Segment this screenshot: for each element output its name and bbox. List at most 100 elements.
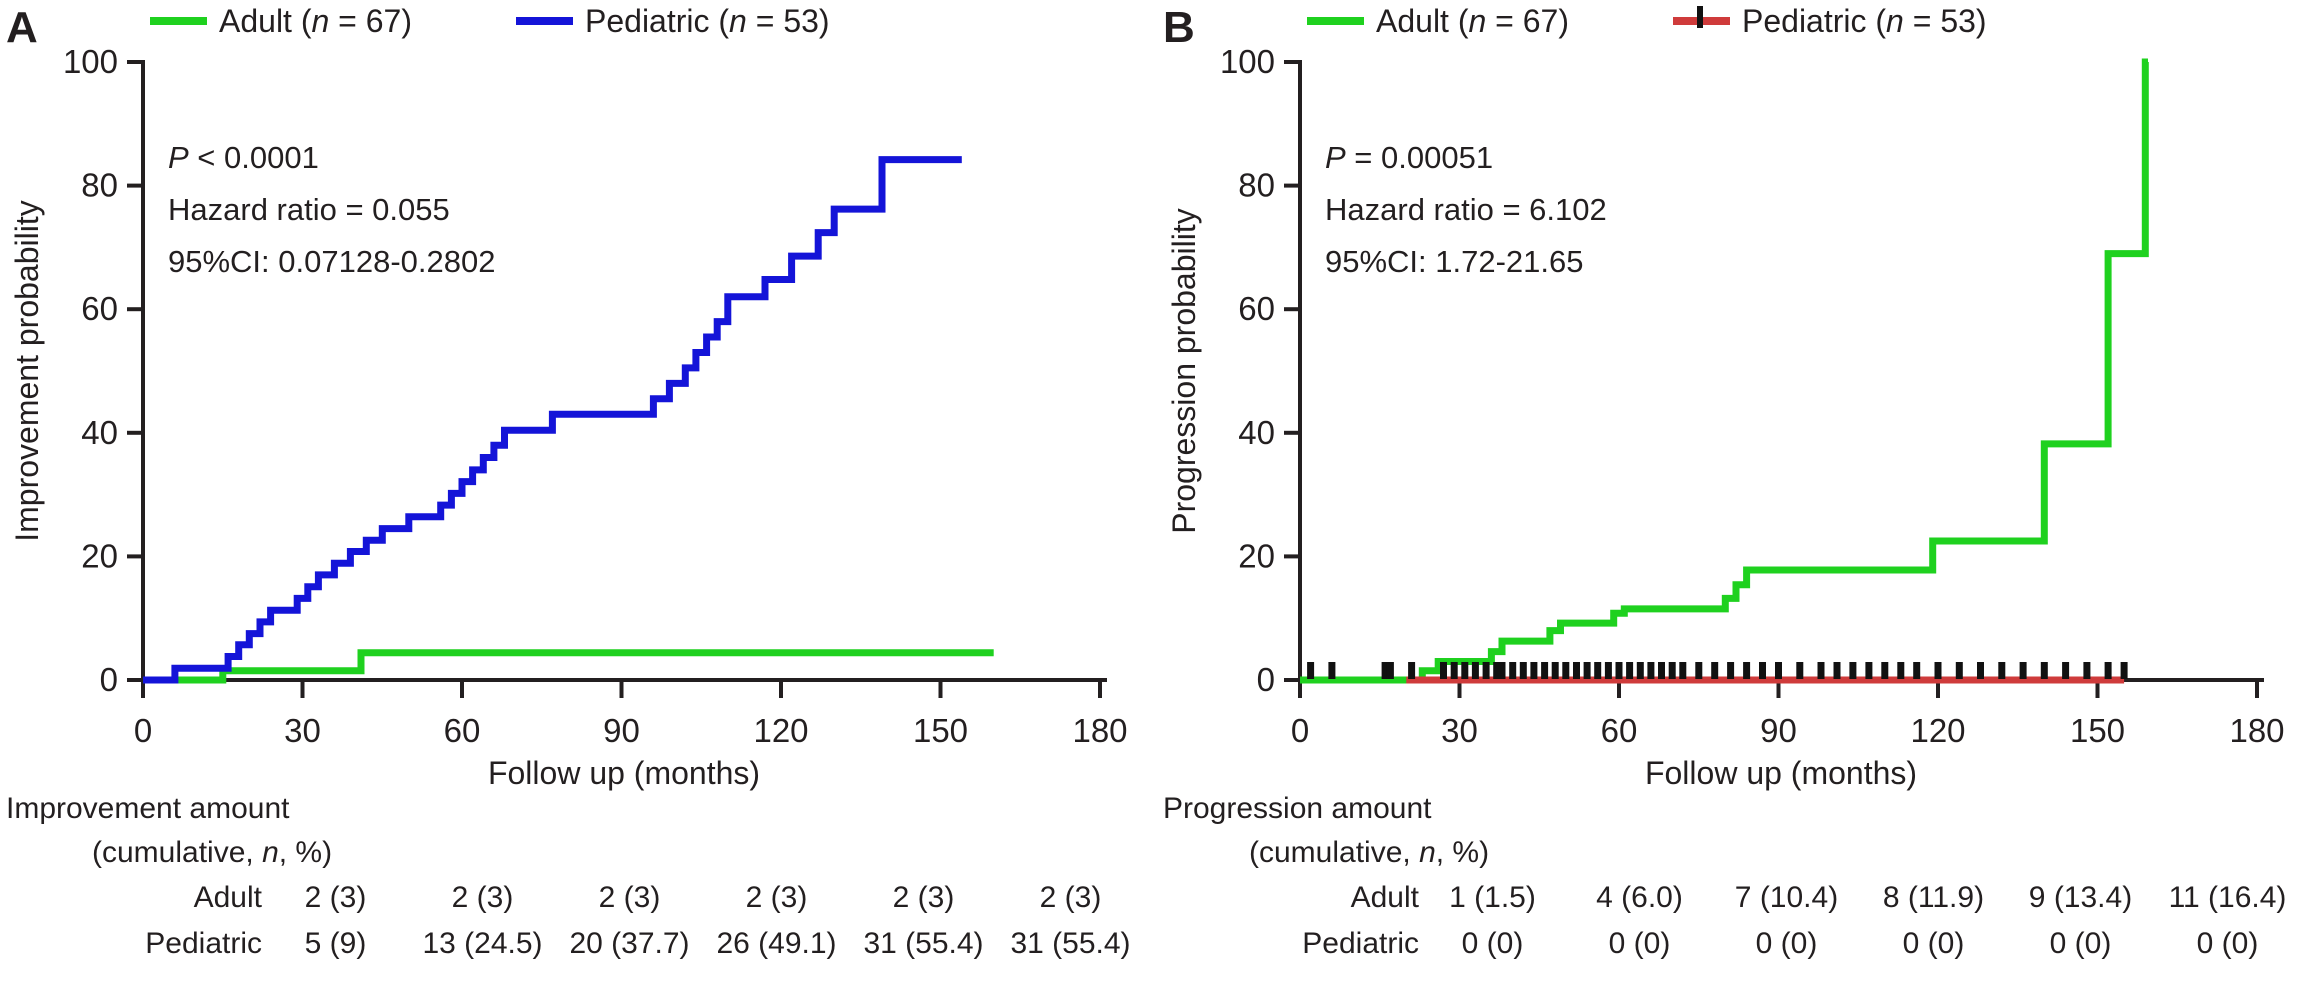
- censor-tick: [1897, 662, 1905, 679]
- censor-tick: [1461, 662, 1469, 679]
- censor-tick: [1865, 662, 1873, 679]
- adult-legend-label: Adult (n = 67): [1376, 3, 1569, 39]
- x-tick-label: 60: [1601, 712, 1638, 749]
- pediatric-legend-label: Pediatric (n = 53): [585, 3, 830, 39]
- legend-a: Adult (n = 67) Pediatric (n = 53): [150, 3, 830, 39]
- table-row: Adult 1 (1.5) 4 (6.0) 7 (10.4) 8 (11.9) …: [1157, 881, 2314, 916]
- x-tick-label: 120: [1910, 712, 1965, 749]
- censor-tick: [2120, 662, 2128, 679]
- censor-tick: [1695, 662, 1703, 679]
- censor-tick: [1679, 662, 1687, 679]
- y-tick-label: 0: [100, 661, 118, 698]
- censor-tick: [1604, 662, 1612, 679]
- series-plot-a: [143, 156, 994, 684]
- censor-tick: [1328, 662, 1336, 679]
- table-cell: 2 (3): [598, 881, 661, 914]
- km-figure: A Adult (n = 67) Pediatric (n = 53) P < …: [0, 0, 2314, 961]
- confidence-interval-text: 95%CI: 0.07128-0.2802: [168, 244, 495, 279]
- y-tick-label: 40: [81, 414, 118, 451]
- censor-tick: [1977, 662, 1984, 679]
- x-tick-label: 0: [1291, 712, 1309, 749]
- y-tick-label: 100: [63, 43, 118, 80]
- censor-tick: [1381, 662, 1389, 679]
- x-tick-label: 150: [2070, 712, 2125, 749]
- adult-legend-label: Adult (n = 67): [219, 3, 412, 39]
- stats-annotation-a: P < 0.0001 Hazard ratio = 0.055 95%CI: 0…: [168, 140, 495, 279]
- p-value-text: P = 0.00051: [1325, 140, 1493, 175]
- censor-tick: [1562, 662, 1570, 679]
- table-cell: 2 (3): [745, 881, 808, 914]
- table-cell: 0 (0): [1461, 926, 1524, 960]
- censor-tick: [1913, 662, 1921, 679]
- table-cell: 2 (3): [304, 881, 367, 914]
- table-cell: 11 (16.4): [2168, 881, 2287, 914]
- y-tick-label: 40: [1238, 414, 1275, 451]
- table-subtitle: (cumulative, n, %): [1249, 835, 1490, 869]
- censor-tick: [1998, 662, 2006, 679]
- series-plot-b: [1300, 58, 2149, 684]
- x-tick-label: 90: [603, 712, 640, 749]
- p-value-text: P < 0.0001: [168, 140, 319, 175]
- censor-tick: [1759, 662, 1766, 679]
- censor-tick: [1626, 662, 1634, 679]
- censor-tick: [1307, 662, 1315, 679]
- x-tick-label: 60: [444, 712, 481, 749]
- censor-tick: [1530, 662, 1538, 679]
- censor-tick: [1743, 662, 1751, 679]
- table-cell: 20 (37.7): [569, 926, 690, 960]
- progression-chart: B Adult (n = 67) Pediatric (n = 53) P = …: [1163, 3, 2285, 791]
- progression-table: Progression amount (cumulative, n, %) Ad…: [1157, 792, 2314, 961]
- y-tick-label: 80: [81, 167, 118, 204]
- stats-annotation-b: P = 0.00051 Hazard ratio = 6.102 95%CI: …: [1325, 140, 1607, 279]
- censor-tick: [1833, 662, 1841, 679]
- y-axis-title: Improvement probability: [9, 200, 45, 541]
- x-tick-label: 0: [134, 712, 152, 749]
- table-row: Pediatric 0 (0) 0 (0) 0 (0) 0 (0) 0 (0) …: [1157, 927, 2314, 962]
- censor-tick: [1636, 662, 1644, 679]
- x-tick-label: 150: [913, 712, 968, 749]
- confidence-interval-text: 95%CI: 1.72-21.65: [1325, 244, 1584, 279]
- censor-tick: [1615, 662, 1623, 679]
- x-tick-label: 180: [2229, 712, 2284, 749]
- hazard-ratio-text: Hazard ratio = 6.102: [1325, 192, 1607, 227]
- censor-tick: [2040, 662, 2048, 679]
- x-tick-label: 180: [1072, 712, 1127, 749]
- table-cell: 31 (55.4): [863, 926, 984, 960]
- censor-tick: [1386, 662, 1394, 679]
- table-cell: 26 (49.1): [716, 926, 837, 960]
- censor-tick: [1711, 662, 1719, 679]
- table-cell: 0 (0): [1902, 926, 1965, 960]
- table-cell: 0 (0): [1608, 926, 1671, 960]
- table-cell: 0 (0): [2196, 926, 2259, 960]
- censor-tick: [1668, 662, 1676, 679]
- y-tick-label: 20: [1238, 537, 1275, 574]
- censor-tick: [1934, 662, 1942, 679]
- row-label: Adult: [193, 881, 262, 914]
- table-cell: 0 (0): [1755, 926, 1818, 960]
- censor-tick: [1796, 662, 1804, 679]
- improvement-chart: A Adult (n = 67) Pediatric (n = 53) P < …: [6, 3, 1128, 791]
- y-tick-label: 20: [81, 537, 118, 574]
- censor-tick: [1541, 662, 1549, 679]
- censor-tick: [1493, 662, 1501, 679]
- table-row: Pediatric 5 (9) 13 (24.5) 20 (37.7) 26 (…: [0, 927, 1157, 962]
- panel-a: A Adult (n = 67) Pediatric (n = 53) P < …: [0, 0, 1157, 961]
- improvement-table: Improvement amount (cumulative, n, %) Ad…: [0, 792, 1157, 961]
- table-cell: 1 (1.5): [1449, 881, 1536, 914]
- censor-tick: [1658, 662, 1665, 679]
- table-row: Adult 2 (3) 2 (3) 2 (3) 2 (3) 2 (3) 2 (3…: [0, 881, 1157, 916]
- censor-tick: [2083, 662, 2091, 679]
- series-0-curve: [143, 649, 994, 684]
- y-tick-label: 100: [1220, 43, 1275, 80]
- table-cell: 13 (24.5): [422, 926, 543, 960]
- table-cell: 8 (11.9): [1882, 881, 1985, 914]
- censor-tick: [2019, 662, 2027, 679]
- censor-tick: [1551, 662, 1559, 679]
- hazard-ratio-text: Hazard ratio = 0.055: [168, 192, 450, 227]
- y-tick-label: 0: [1257, 661, 1275, 698]
- censor-tick: [1583, 662, 1591, 679]
- censor-tick: [1509, 662, 1517, 679]
- censor-tick: [1573, 662, 1580, 679]
- table-cell: 2 (3): [892, 881, 955, 914]
- x-tick-label: 120: [753, 712, 808, 749]
